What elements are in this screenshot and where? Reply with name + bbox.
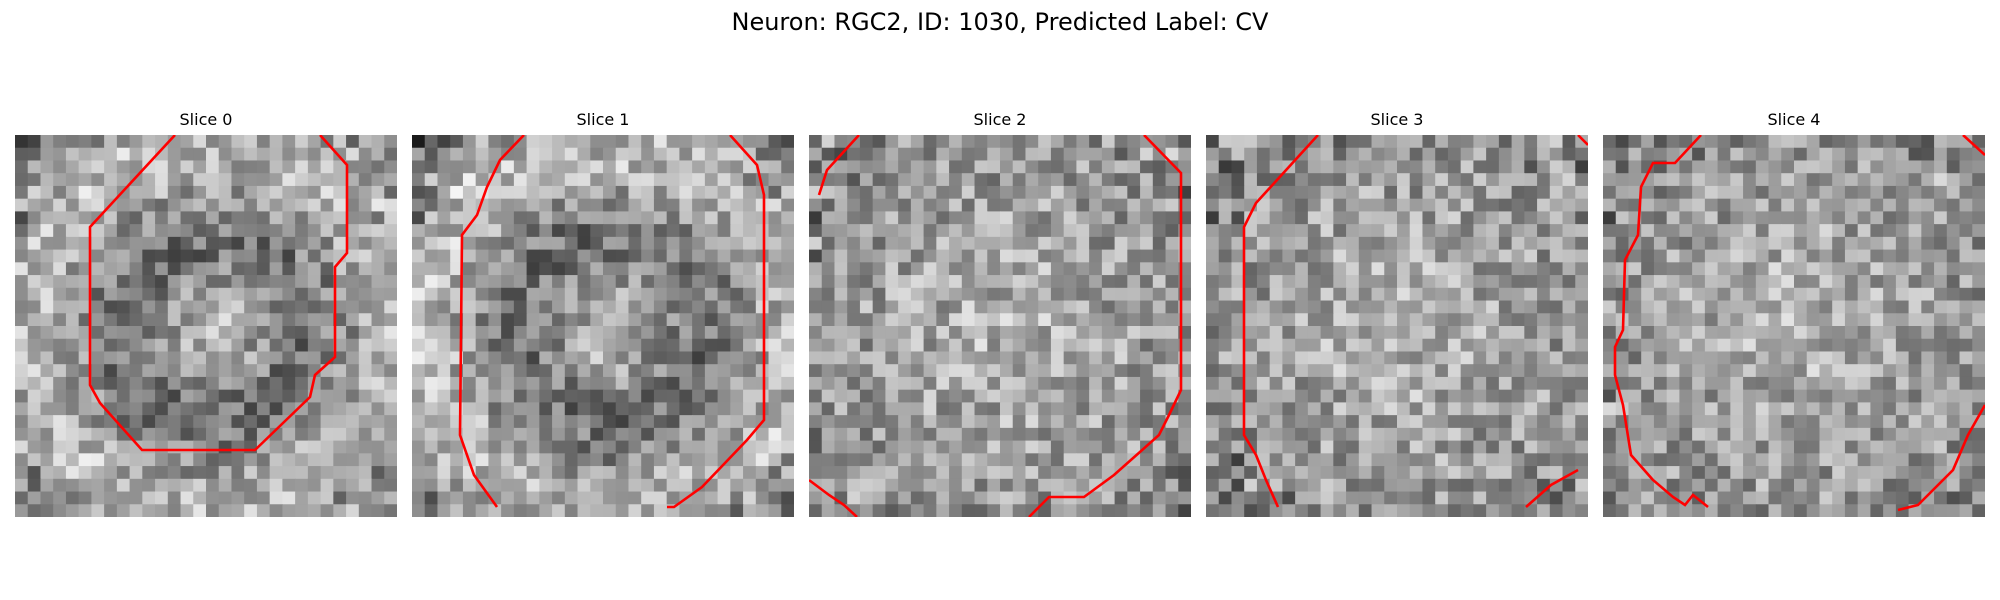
slice-4-svg — [1603, 135, 1985, 517]
segmentation-contour — [1242, 135, 1319, 508]
slice-panel-4: Slice 4 — [1603, 110, 1985, 522]
slice-image-1 — [412, 135, 794, 517]
slice-panel-1: Slice 1 — [412, 110, 794, 522]
slice-panel-0: Slice 0 — [15, 110, 397, 522]
segmentation-contour — [809, 478, 858, 517]
slice-title: Slice 0 — [179, 110, 233, 129]
segmentation-contour — [1028, 135, 1183, 517]
slice-image-2 — [809, 135, 1191, 517]
slice-title: Slice 2 — [973, 110, 1027, 129]
figure-title: Neuron: RGC2, ID: 1030, Predicted Label:… — [731, 8, 1269, 36]
slice-2-svg — [809, 135, 1191, 517]
slice-title: Slice 4 — [1767, 110, 1821, 129]
slice-title: Slice 1 — [576, 110, 630, 129]
slice-3-svg — [1206, 135, 1588, 517]
slice-0-svg — [15, 135, 397, 517]
segmentation-contour — [1525, 468, 1579, 508]
segmentation-contour — [1962, 135, 1985, 156]
segmentation-contour — [1897, 404, 1985, 512]
slice-title: Slice 3 — [1370, 110, 1424, 129]
slice-panel-2: Slice 2 — [809, 110, 1191, 522]
slice-image-4 — [1603, 135, 1985, 517]
segmentation-contour — [817, 135, 860, 196]
slice-image-0 — [15, 135, 397, 517]
segmentation-contour — [88, 135, 349, 452]
segmentation-contour — [1613, 135, 1709, 509]
slice-1-svg — [412, 135, 794, 517]
segmentation-contour — [1577, 135, 1588, 146]
slice-image-3 — [1206, 135, 1588, 517]
segmentation-contour — [458, 135, 525, 508]
slice-panel-3: Slice 3 — [1206, 110, 1588, 522]
segmentation-contour — [667, 135, 766, 509]
